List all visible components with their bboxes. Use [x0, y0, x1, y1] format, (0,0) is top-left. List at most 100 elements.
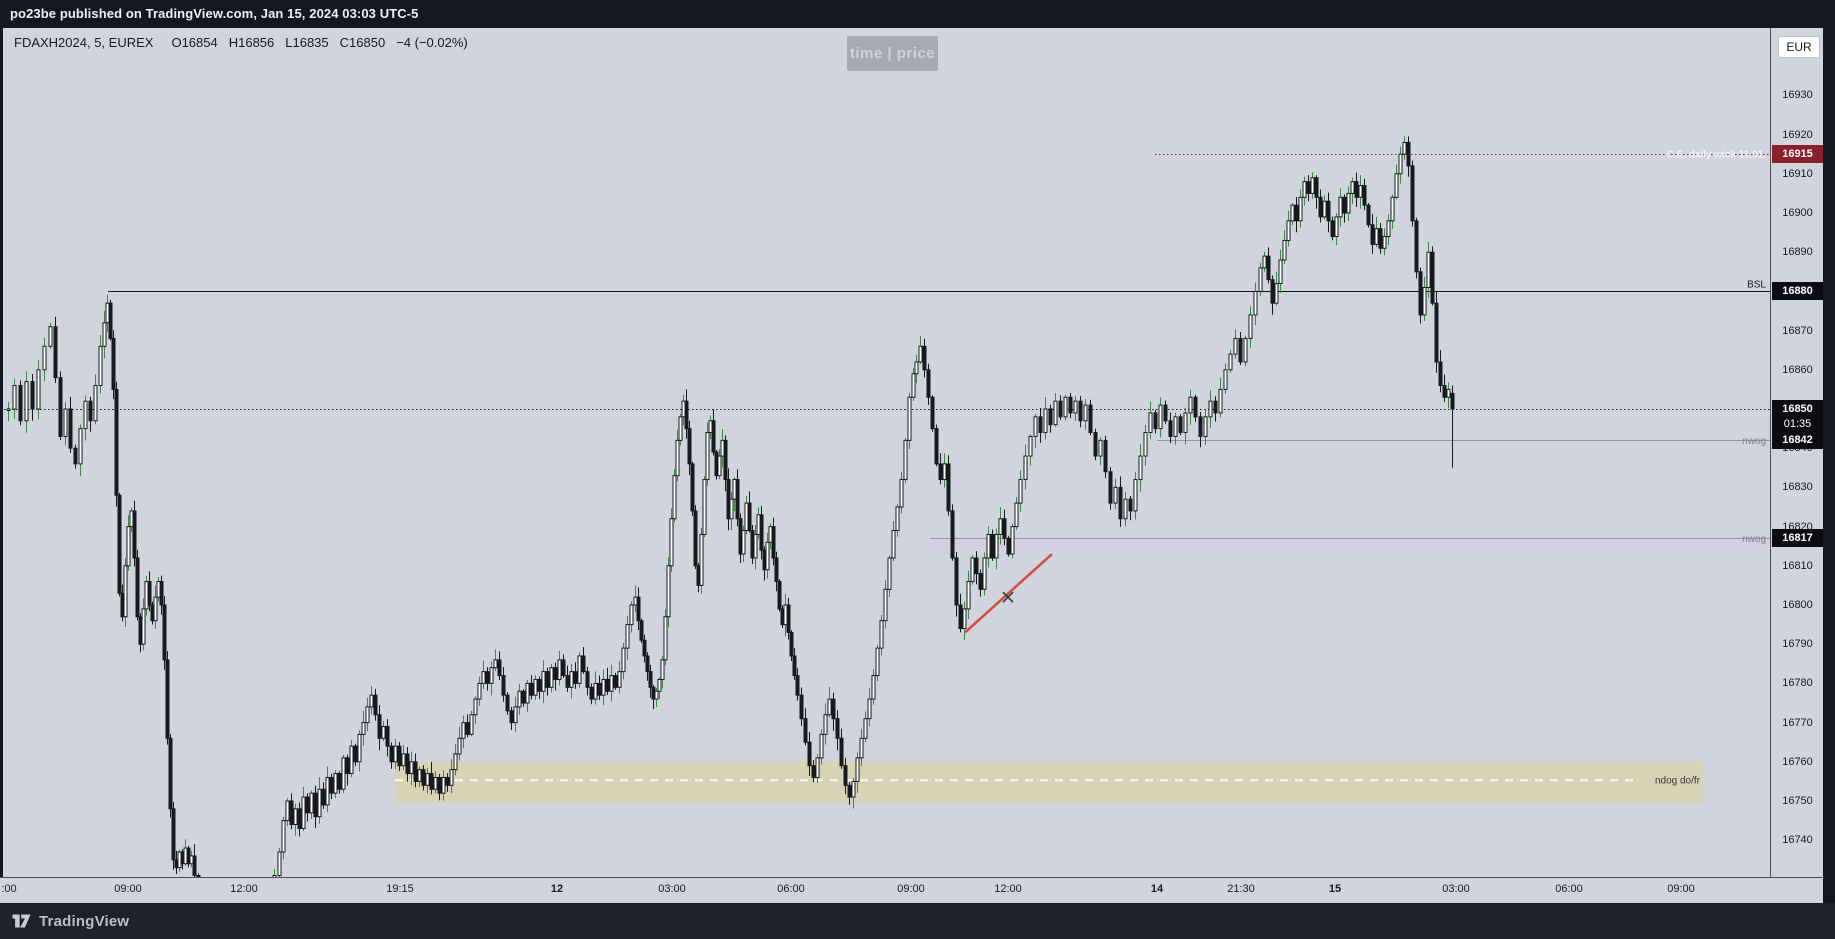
candle-body	[753, 533, 758, 559]
candle-body	[690, 463, 695, 512]
time-tick-0300: 03:00	[1442, 883, 1470, 895]
candle-body	[687, 428, 692, 465]
candle-body	[1014, 502, 1019, 528]
price-tick-16770: 16770	[1782, 716, 1813, 729]
candle-body	[1063, 396, 1068, 418]
candle-body	[803, 718, 808, 743]
price-axis[interactable]: EUR 16930 16920 16910 16900 16890 16870 16860 1…	[1770, 28, 1823, 877]
candle-body	[875, 647, 880, 677]
candle-body	[819, 733, 824, 759]
price-tick-16830: 16830	[1782, 481, 1813, 494]
candle-body	[645, 655, 650, 673]
candle-body	[196, 874, 201, 877]
candle-body	[1262, 255, 1267, 269]
time-tick-0300: 03:00	[658, 883, 686, 895]
time-tick-15: 15	[1328, 883, 1342, 895]
candle-body	[843, 765, 848, 786]
time-tick-0600: 06:00	[777, 883, 805, 895]
candle-body	[990, 533, 995, 559]
candle-body	[914, 361, 919, 375]
candle-body	[1098, 439, 1103, 457]
trendline-drawing[interactable]	[964, 553, 1053, 634]
candle-body	[565, 675, 570, 688]
candle-body	[525, 682, 530, 704]
candle-body	[815, 757, 820, 778]
candle-body	[705, 432, 710, 481]
candle-body	[465, 722, 470, 735]
legend-change: −4 (−0.02%)	[396, 35, 468, 50]
candle-body	[1228, 353, 1233, 371]
candle-body	[421, 769, 426, 786]
time-axis[interactable]: :00 09:00 12:00 19:15 12 03:00 06:00 09:00 12:00…	[0, 877, 1823, 903]
candle-body	[12, 384, 17, 410]
candle-body	[1302, 181, 1307, 198]
currency-badge: EUR	[1778, 36, 1820, 58]
candle-body	[723, 439, 728, 481]
price-badge-16915: 16915	[1772, 145, 1823, 164]
price-badge-value: 16817	[1782, 532, 1813, 545]
candle-body	[405, 753, 410, 775]
candlestick-chart[interactable]: BSL C.E. daily wick 11.01. nwog nwog ndog do…	[0, 28, 1770, 877]
legend-symbol: FDAXH2024, 5, EUREX	[14, 35, 154, 50]
candle-body	[401, 753, 406, 767]
candle-body	[1326, 200, 1331, 222]
candle-body	[660, 659, 665, 680]
candle-body	[141, 608, 146, 645]
candle-body	[823, 714, 828, 735]
candle-body	[589, 686, 594, 700]
candle-body	[1270, 279, 1275, 304]
time-tick-0600: 06:00	[1555, 883, 1583, 895]
nwog-upper-line-label: nwog	[1742, 436, 1766, 447]
candle-body	[942, 463, 947, 481]
candle-body	[699, 533, 704, 586]
candle-body	[333, 773, 338, 794]
candle-body	[1083, 404, 1088, 422]
tradingview-link[interactable]: TradingView	[12, 913, 129, 930]
candle-body	[1208, 400, 1213, 418]
ce-daily-wick-line-label: C.E. daily wick 11.01.	[1666, 150, 1766, 161]
candle-body	[1386, 220, 1391, 238]
candle-body	[930, 396, 935, 430]
candle-body	[711, 420, 716, 453]
candle-body	[1033, 416, 1038, 437]
price-tick-16790: 16790	[1782, 638, 1813, 651]
candle-body	[159, 580, 164, 606]
candle-body	[381, 726, 386, 739]
candle-body	[1010, 526, 1015, 555]
candle-body	[1442, 384, 1447, 398]
candle-body	[449, 769, 454, 786]
candle-body	[1278, 259, 1283, 285]
candle-body	[1203, 416, 1208, 437]
candle-body	[1382, 236, 1387, 249]
candle-body	[1306, 181, 1311, 194]
candle-body	[693, 510, 698, 567]
chart-pane[interactable]: BSL C.E. daily wick 11.01. nwog nwog ndog do…	[0, 28, 1770, 877]
candle-body	[1223, 369, 1228, 390]
candle-body	[1006, 537, 1011, 555]
candle-body	[102, 322, 107, 347]
candle-body	[617, 671, 622, 688]
candle-body	[717, 455, 722, 477]
candle-body	[678, 416, 683, 441]
price-tick-16900: 16900	[1782, 207, 1813, 219]
tradingview-brand-text: TradingView	[39, 912, 130, 930]
price-badge-value: 16915	[1782, 148, 1813, 161]
candle-body	[73, 447, 78, 465]
candle-body	[361, 722, 366, 735]
candle-body	[1282, 239, 1287, 261]
candle-body	[1422, 286, 1427, 316]
candle-body	[871, 675, 876, 700]
candle-body	[958, 604, 963, 630]
zone-nwog-gap-zone	[930, 541, 1770, 547]
candle-body	[1118, 486, 1123, 520]
publish-info-text: po23be published on TradingView.com, Jan…	[10, 6, 419, 21]
candle-body	[389, 745, 394, 763]
legend-open: O16854	[171, 35, 218, 50]
candle-body	[839, 737, 844, 767]
candle-body	[505, 694, 510, 712]
candle-body	[666, 565, 671, 618]
candle-body	[786, 604, 791, 633]
candle-body	[1314, 177, 1319, 198]
candle-body	[1366, 204, 1371, 226]
candle-body	[593, 682, 598, 700]
